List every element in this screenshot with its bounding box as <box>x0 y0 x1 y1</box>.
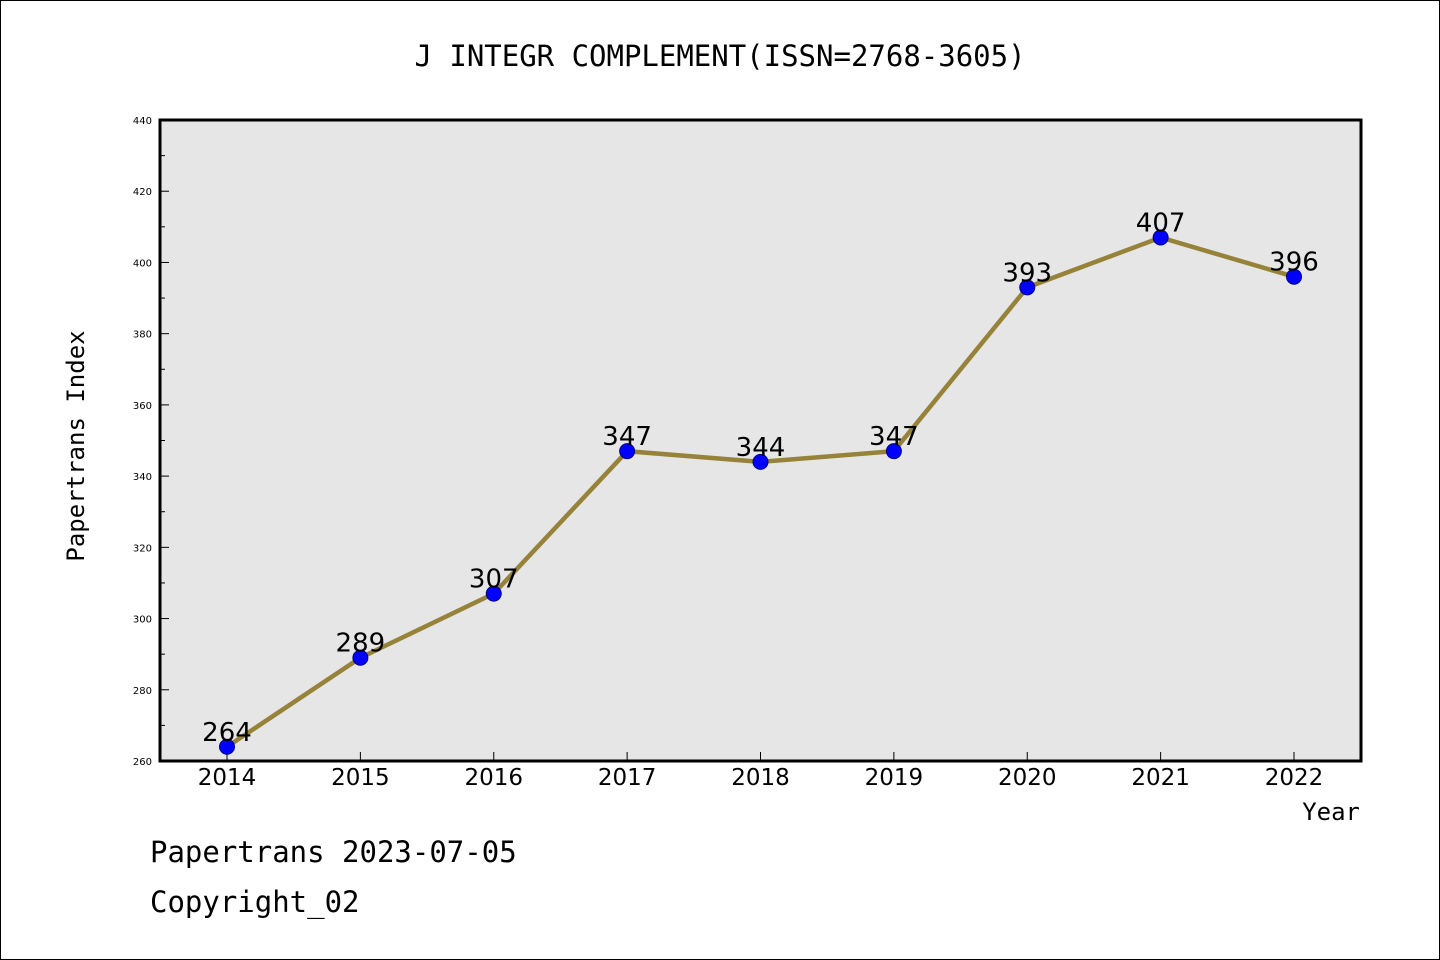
x-tick-label: 2020 <box>998 765 1057 791</box>
data-labels: 264 289 307 347 344 347 393 407 396 <box>202 209 1319 748</box>
data-point <box>619 443 636 460</box>
data-point <box>352 649 369 666</box>
y-tick-label: 400 <box>133 258 152 269</box>
data-point <box>485 585 502 602</box>
data-point <box>219 738 235 755</box>
x-tick-label: 2014 <box>198 765 257 791</box>
data-label: 396 <box>1269 248 1319 278</box>
x-tick-label: 2022 <box>1265 765 1324 791</box>
data-point <box>752 453 769 470</box>
data-point <box>1286 268 1302 285</box>
y-tick-label: 260 <box>133 757 152 768</box>
data-label: 347 <box>869 422 919 452</box>
data-label: 289 <box>336 629 386 659</box>
y-tick-label: 380 <box>133 330 152 341</box>
data-label: 307 <box>469 565 519 595</box>
x-axis-label: Year <box>1302 798 1360 826</box>
x-tick-label: 2016 <box>464 765 523 791</box>
y-tick-label: 420 <box>133 187 152 198</box>
data-label: 407 <box>1136 209 1186 239</box>
x-tick-label: 2018 <box>731 765 790 791</box>
y-tick-label: 440 <box>133 116 152 127</box>
x-tick-label: 2021 <box>1131 765 1190 791</box>
y-tick-label: 300 <box>133 615 152 626</box>
x-tick-label: 2015 <box>331 765 390 791</box>
y-axis-label: Papertrans Index <box>62 330 90 561</box>
footer-copyright: Copyright_02 <box>150 885 360 919</box>
y-tick-label: 320 <box>133 543 152 554</box>
y-tick-label: 360 <box>133 401 152 412</box>
y-tick-label: 280 <box>133 686 152 697</box>
x-tick-label: 2017 <box>598 765 657 791</box>
footer-date: Papertrans 2023-07-05 <box>150 835 517 869</box>
data-label: 347 <box>602 422 652 452</box>
x-axis: 2014 2015 2016 2017 2018 2019 2020 2021 2022 <box>198 752 1324 791</box>
y-tick-label: 340 <box>133 472 152 483</box>
data-label: 344 <box>736 433 786 463</box>
data-point <box>1019 279 1036 296</box>
plot-border <box>158 118 1363 763</box>
x-tick-label: 2019 <box>865 765 924 791</box>
data-point <box>1152 229 1169 246</box>
data-point <box>885 443 902 460</box>
data-label: 393 <box>1002 258 1052 288</box>
chart-title: J INTEGR COMPLEMENT(ISSN=2768-3605) <box>414 39 1025 73</box>
data-markers <box>219 229 1302 755</box>
data-label: 264 <box>202 718 252 748</box>
